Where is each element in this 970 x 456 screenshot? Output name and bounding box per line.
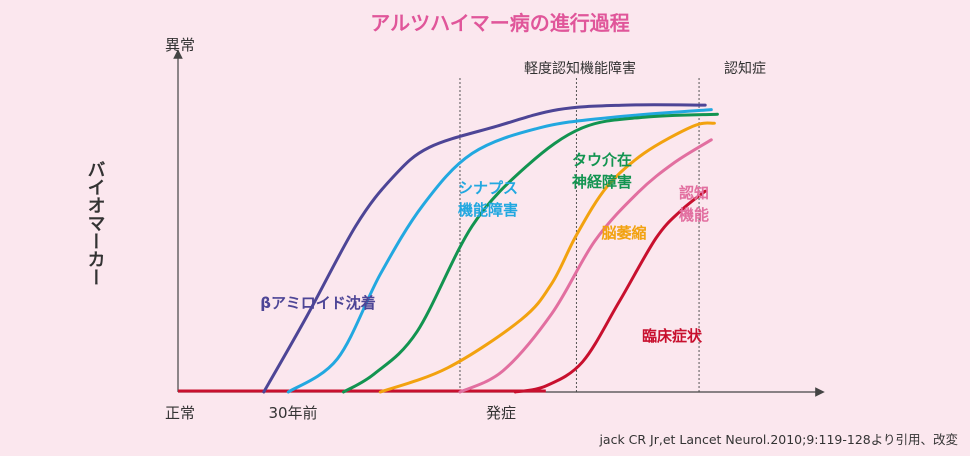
series-label: シナプス機能障害 [458, 179, 518, 219]
series-line [458, 138, 713, 394]
y-bottom-label: 正常 [165, 404, 195, 422]
series-label: βアミロイド沈着 [260, 294, 375, 312]
series-label: 認知機能 [679, 184, 709, 224]
phase-label: 軽度認知機能障害 [524, 60, 636, 77]
series-line [342, 112, 719, 394]
series-line [286, 108, 713, 394]
phase-labels: 軽度認知機能障害 認知症 [524, 60, 766, 77]
series-label: 臨床症状 [642, 327, 703, 345]
chart-title: アルツハイマー病の進行過程 [370, 11, 629, 35]
x-tick-labels: 30年前 発症 [268, 404, 516, 422]
phase-label: 認知症 [724, 60, 766, 77]
y-axis-label: バイオマーカー [85, 160, 106, 286]
series-lines [178, 103, 719, 394]
series-line [262, 103, 707, 394]
source-citation: jack CR Jr,et Lancet Neurol.2010;9:119-1… [598, 432, 958, 447]
x-tick-label: 30年前 [268, 404, 317, 422]
series-label: タウ介在神経障害 [572, 151, 632, 191]
y-top-label: 異常 [165, 36, 195, 54]
series-line [378, 121, 716, 394]
series-line [513, 189, 707, 394]
series-label: 脳萎縮 [601, 224, 646, 242]
x-tick-label: 発症 [486, 404, 516, 422]
